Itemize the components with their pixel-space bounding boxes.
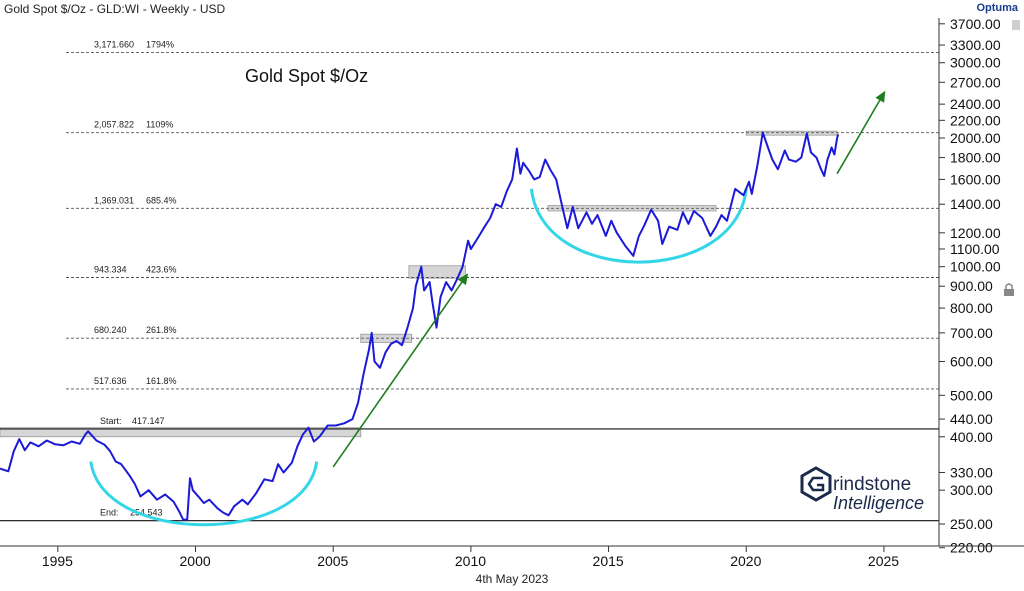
base-arcs bbox=[89, 188, 748, 527]
level-label: 3,171.660 bbox=[94, 39, 134, 49]
price-series bbox=[0, 131, 840, 521]
y-tick-label: 2000.00 bbox=[950, 130, 1001, 146]
chart-header-title: Gold Spot $/Oz - GLD:WI - Weekly - USD bbox=[4, 2, 226, 16]
chart-header: Gold Spot $/Oz - GLD:WI - Weekly - USD O… bbox=[0, 0, 1024, 18]
y-tick-label: 900.00 bbox=[950, 278, 993, 294]
level-label: 517.636 bbox=[94, 376, 127, 386]
y-tick-label: 800.00 bbox=[950, 300, 993, 316]
x-axis: 1995 2000 2005 2010 2015 2020 2025 bbox=[0, 545, 1024, 569]
y-tick-label: 250.00 bbox=[950, 516, 993, 532]
y-tick-label: 300.00 bbox=[950, 482, 993, 498]
y-tick-label: 600.00 bbox=[950, 353, 993, 369]
y-tick-label: 500.00 bbox=[950, 387, 993, 403]
x-tick-label: 2025 bbox=[868, 553, 899, 569]
level-label: 943.334 bbox=[94, 264, 127, 274]
x-tick-label: 2000 bbox=[180, 553, 211, 569]
trend-arrow bbox=[836, 99, 881, 175]
y-tick-label: 400.00 bbox=[950, 429, 993, 445]
level-value: 417.147 bbox=[132, 416, 165, 426]
y-tick-label: 2700.00 bbox=[950, 74, 1001, 90]
level-percent: 685.4% bbox=[146, 195, 177, 205]
logo-line-1: rindstone bbox=[833, 474, 911, 495]
level-label: Start: bbox=[100, 416, 122, 426]
base-arc bbox=[529, 188, 748, 264]
level-label: 1,369.031 bbox=[94, 195, 134, 205]
trend-arrows bbox=[332, 90, 886, 468]
y-tick-label: 330.00 bbox=[950, 464, 993, 480]
trend-arrow-head bbox=[457, 273, 469, 286]
y-tick-label: 1800.00 bbox=[950, 150, 1001, 166]
resistance-box bbox=[408, 265, 466, 279]
lock-icon[interactable] bbox=[1004, 283, 1014, 296]
logo-line-2: Intelligence bbox=[833, 493, 924, 513]
y-tick-label: 3000.00 bbox=[950, 55, 1001, 71]
y-tick-label: 3300.00 bbox=[950, 37, 1001, 53]
y-tick-label: 1000.00 bbox=[950, 259, 1001, 275]
y-axis-scroll-bar[interactable] bbox=[1012, 20, 1020, 30]
level-value: 254.543 bbox=[130, 508, 163, 518]
level-percent: 1794% bbox=[146, 39, 174, 49]
level-label: 2,057.822 bbox=[94, 120, 134, 130]
base-arc bbox=[89, 461, 319, 527]
grindstone-logo: rindstone Intelligence bbox=[800, 466, 924, 513]
level-label: End: bbox=[100, 508, 119, 518]
x-tick-label: 2020 bbox=[730, 553, 761, 569]
chart-title: Gold Spot $/Oz bbox=[245, 66, 368, 86]
resistance-box bbox=[0, 427, 362, 438]
plot-area: 3,171.660 1794% 2,057.822 1109% 1,369.031 685… bbox=[0, 18, 939, 546]
price-line bbox=[0, 131, 840, 521]
optuma-brand: Optuma bbox=[976, 2, 1018, 14]
y-axis: 3700.00 3300.00 3000.00 2700.00 2400.002200.… bbox=[938, 16, 1020, 556]
chart-date: 4th May 2023 bbox=[475, 572, 549, 586]
plot-background bbox=[0, 18, 939, 546]
y-tick-label: 1600.00 bbox=[950, 171, 1001, 187]
trend-arrow-head bbox=[875, 90, 886, 103]
y-tick-label: 3700.00 bbox=[950, 16, 1001, 32]
y-tick-label: 2400.00 bbox=[950, 96, 1001, 112]
level-label: 680.240 bbox=[94, 325, 127, 335]
gold-price-chart: 3,171.660 1794% 2,057.822 1109% 1,369.031 685… bbox=[0, 16, 1024, 569]
trend-arrow bbox=[332, 281, 463, 468]
level-percent: 261.8% bbox=[146, 325, 177, 335]
resistance-box bbox=[745, 130, 838, 136]
x-tick-label: 2005 bbox=[317, 553, 348, 569]
x-tick-label: 2010 bbox=[455, 553, 486, 569]
level-percent: 423.6% bbox=[146, 264, 177, 274]
y-tick-label: 1100.00 bbox=[950, 241, 1000, 257]
y-tick-label: 1400.00 bbox=[950, 196, 1001, 212]
y-tick-label: 1200.00 bbox=[950, 225, 1001, 241]
grindstone-logo-g bbox=[807, 476, 825, 492]
x-tick-label: 1995 bbox=[42, 553, 73, 569]
y-tick-label: 2200.00 bbox=[950, 112, 1001, 128]
y-tick-label: 220.00 bbox=[950, 540, 993, 556]
level-percent: 161.8% bbox=[146, 376, 177, 386]
x-tick-label: 2015 bbox=[593, 553, 624, 569]
grindstone-logo-mark bbox=[800, 466, 832, 502]
y-tick-label: 700.00 bbox=[950, 325, 993, 341]
y-tick-label: 440.00 bbox=[950, 411, 993, 427]
level-percent: 1109% bbox=[146, 120, 173, 130]
